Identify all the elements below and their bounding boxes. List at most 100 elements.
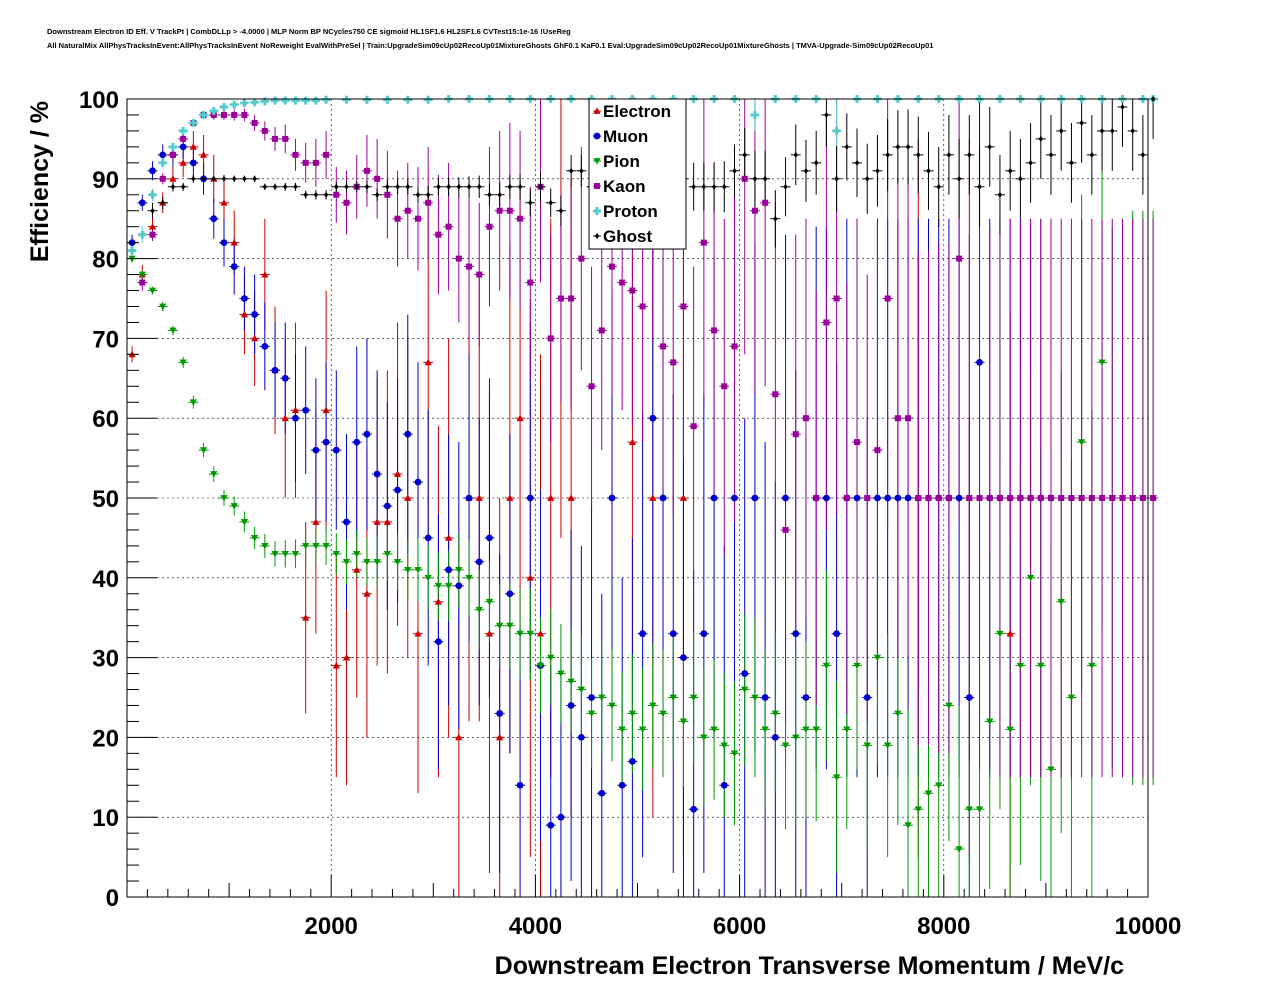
- pion-data-point: [445, 582, 453, 590]
- pion-data-point: [322, 543, 330, 550]
- pion-data-point: [781, 742, 790, 749]
- kaon-data-point: [282, 135, 289, 142]
- pion-data-point: [455, 566, 463, 574]
- kaon-data-point: [394, 215, 401, 222]
- pion-data-point: [281, 550, 289, 558]
- kaon-data-point: [802, 415, 809, 422]
- kaon-data-point: [731, 343, 738, 350]
- muon-data-point: [884, 494, 892, 502]
- pion-data-point: [261, 543, 269, 550]
- kaon-data-point: [680, 303, 687, 310]
- legend-label-electron: Electron: [603, 102, 671, 121]
- pion-data-point: [863, 742, 871, 749]
- ghost-data-point: [1110, 127, 1115, 134]
- kaon-data-point: [792, 431, 799, 438]
- pion-data-point: [220, 495, 228, 502]
- kaon-data-point: [915, 495, 922, 501]
- pion-data-point: [424, 574, 432, 582]
- muon-data-point: [731, 494, 738, 502]
- ghost-data-point: [374, 191, 380, 198]
- ghost-data-point: [548, 199, 553, 206]
- pion-data-point: [353, 550, 361, 558]
- ghost-data-point: [456, 183, 462, 190]
- ghost-data-point: [711, 183, 717, 190]
- muon-data-point: [496, 710, 504, 717]
- pion-data-point: [935, 782, 943, 789]
- pion-data-point: [342, 558, 351, 566]
- pion-data-point: [771, 710, 779, 718]
- muon-data-point: [710, 494, 718, 502]
- pion-data-point: [792, 734, 800, 741]
- electron-data-point: [169, 175, 177, 182]
- electron-data-point: [414, 630, 422, 637]
- kaon-data-point: [312, 159, 319, 166]
- kaon-data-point: [363, 167, 370, 174]
- kaon-data-point: [751, 207, 758, 214]
- muon-data-point: [649, 414, 657, 422]
- kaon-data-point: [588, 383, 595, 390]
- pion-data-point: [1098, 359, 1106, 366]
- electron-data-point: [516, 414, 524, 422]
- muon-data-point: [976, 358, 983, 366]
- muon-data-point: [965, 694, 973, 701]
- legend-marker-kaon: [594, 183, 600, 189]
- y-tick-label: 30: [92, 646, 119, 673]
- pion-data-point: [373, 558, 381, 566]
- pion-data-point: [649, 702, 657, 710]
- muon-data-point: [506, 590, 514, 598]
- kaon-data-point: [578, 255, 585, 262]
- kaon-data-point: [598, 327, 605, 334]
- proton-data-point: [281, 96, 290, 105]
- pion-data-point: [986, 718, 994, 726]
- ghost-data-point: [701, 183, 707, 190]
- pion-data-point: [1067, 694, 1076, 702]
- muon-data-point: [955, 494, 963, 502]
- kaon-data-point: [629, 287, 636, 294]
- ghost-data-point: [201, 175, 206, 182]
- electron-data-point: [240, 310, 249, 318]
- pion-data-point: [761, 726, 769, 734]
- legend-label-proton: Proton: [603, 202, 658, 221]
- muon-data-point: [700, 630, 708, 638]
- ghost-data-point: [834, 175, 839, 182]
- kaon-data-point: [404, 207, 411, 214]
- ghost-data-point: [354, 183, 359, 190]
- legend-label-kaon: Kaon: [603, 177, 646, 196]
- ghost-data-point: [497, 191, 502, 198]
- pion-data-point: [332, 550, 340, 558]
- pion-data-point: [822, 662, 830, 670]
- legend-label-ghost: Ghost: [603, 227, 652, 246]
- kaon-data-point: [292, 151, 299, 158]
- kaon-data-point: [782, 526, 789, 533]
- muon-data-point: [302, 406, 310, 414]
- pion-data-point: [587, 710, 596, 718]
- x-tick-label: 8000: [917, 913, 970, 940]
- muon-data-point: [720, 781, 728, 789]
- pion-data-point: [741, 686, 749, 694]
- kaon-data-point: [272, 135, 279, 142]
- muon-data-point: [271, 366, 279, 374]
- ghost-data-point: [946, 151, 952, 158]
- muon-data-point: [220, 239, 228, 247]
- muon-data-point: [414, 478, 422, 486]
- kaon-data-point: [1027, 495, 1034, 501]
- ghost-data-point: [1059, 127, 1064, 134]
- muon-data-point: [863, 694, 871, 701]
- electron-data-point: [220, 199, 228, 206]
- electron-data-point: [404, 494, 412, 501]
- ghost-data-point: [885, 151, 890, 158]
- electron-data-point: [536, 630, 545, 637]
- electron-data-point: [373, 518, 381, 525]
- pion-data-point: [363, 558, 371, 566]
- pion-data-point: [475, 606, 483, 614]
- tick-labels: 2000 4000 6000 8000 10000 0 10 20 30 40 50 60 70 80 90…: [79, 87, 1181, 940]
- pion-data-point: [884, 742, 892, 749]
- electron-data-point: [342, 654, 351, 661]
- ghost-data-point: [1079, 119, 1084, 126]
- kaon-data-point: [1088, 495, 1095, 501]
- pion-data-point: [1037, 662, 1045, 670]
- ghost-data-point: [364, 183, 370, 190]
- pion-data-point: [843, 726, 851, 734]
- y-tick-label: 70: [92, 326, 119, 353]
- pion-data-point: [1078, 439, 1086, 446]
